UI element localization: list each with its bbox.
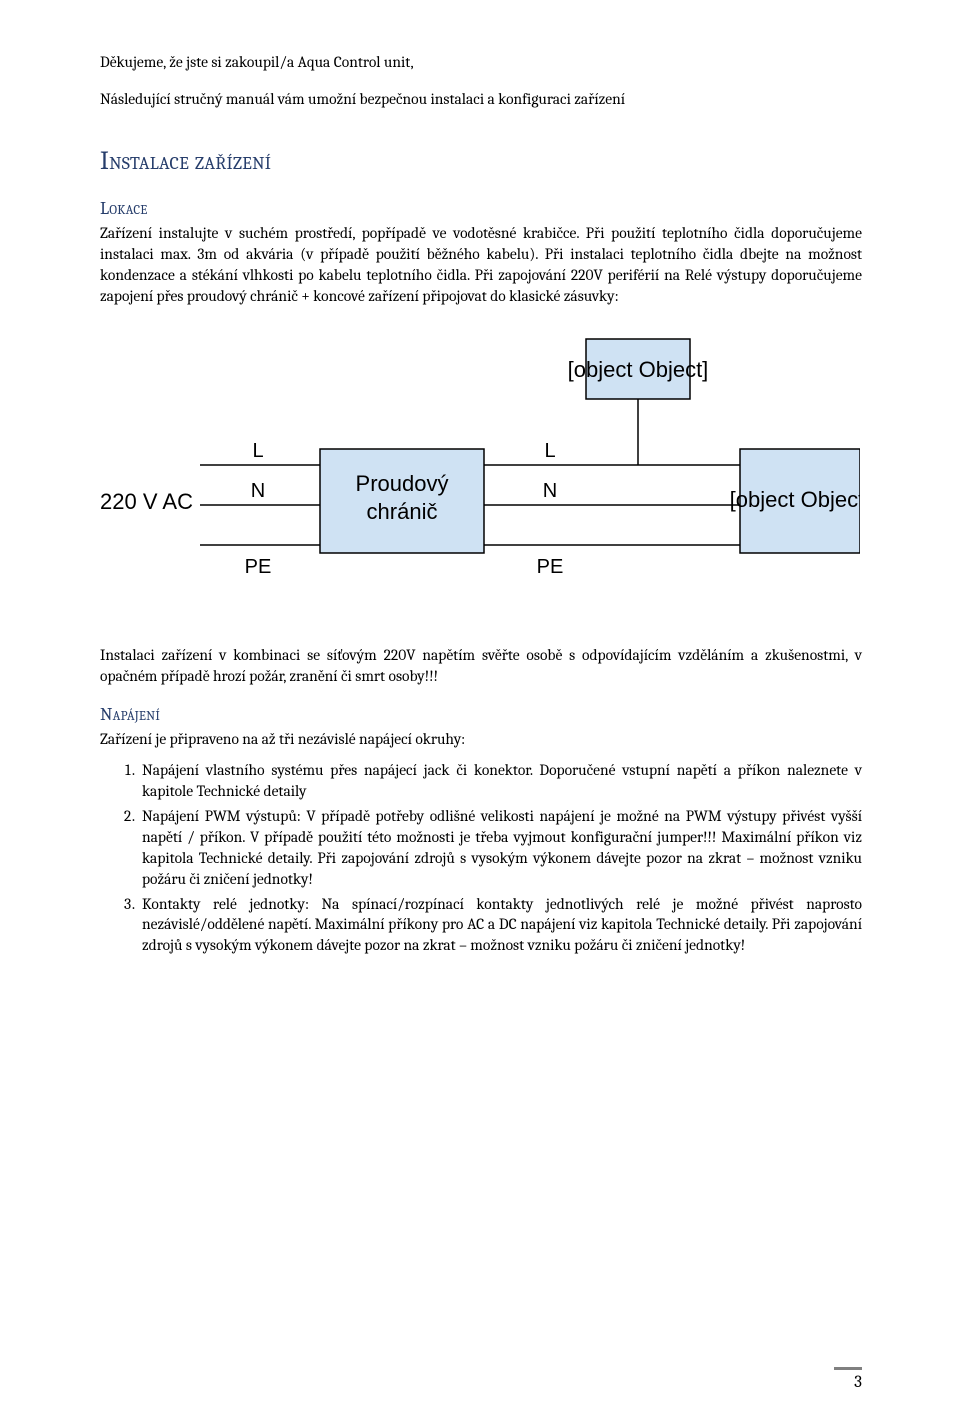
- wire-n-right-label: N: [543, 480, 557, 502]
- intro-thanks: Děkujeme, že jste si zakoupil/a Aqua Con…: [100, 52, 862, 73]
- wire-l-left-label: L: [252, 440, 263, 462]
- napajeni-heading: Napájení: [100, 703, 862, 727]
- lokace-text: Zařízení instalujte v suchém prostředí, …: [100, 223, 862, 307]
- left-220v-label: 220 V AC: [100, 489, 193, 514]
- section-install-title: Instalace zařízení: [100, 144, 862, 179]
- wire-l-right-label: L: [544, 440, 555, 462]
- zasuvka-label: [object Object]: [730, 487, 860, 512]
- napajeni-lead: Zařízení je připraveno na až tři nezávis…: [100, 729, 862, 750]
- page: Děkujeme, že jste si zakoupil/a Aqua Con…: [0, 0, 960, 1423]
- page-number: 3: [834, 1367, 862, 1395]
- list-item: Napájení PWM výstupů: V případě potřeby …: [138, 806, 862, 890]
- page-number-wrap: 3: [834, 1367, 862, 1395]
- chranic-label-2: chránič: [367, 499, 438, 524]
- wire-n-left-label: N: [251, 480, 265, 502]
- list-item: Napájení vlastního systému přes napájecí…: [138, 760, 862, 802]
- lokace-heading: Lokace: [100, 197, 862, 221]
- napajeni-list: Napájení vlastního systému přes napájecí…: [100, 760, 862, 956]
- wire-pe-right-label: PE: [537, 556, 564, 578]
- wire-pe-left-label: PE: [245, 556, 272, 578]
- list-item: Kontakty relé jednotky: Na spínací/rozpí…: [138, 894, 862, 957]
- intro-follow: Následující stručný manuál vám umožní be…: [100, 89, 862, 110]
- warning-text: Instalaci zařízení v kombinaci se síťový…: [100, 645, 862, 687]
- wiring-diagram: [object Object] Proudový chránič [object…: [100, 329, 862, 617]
- chranic-label-1: Proudový: [356, 471, 449, 496]
- wiring-diagram-svg: [object Object] Proudový chránič [object…: [100, 329, 860, 617]
- rele-label: [object Object]: [568, 357, 709, 382]
